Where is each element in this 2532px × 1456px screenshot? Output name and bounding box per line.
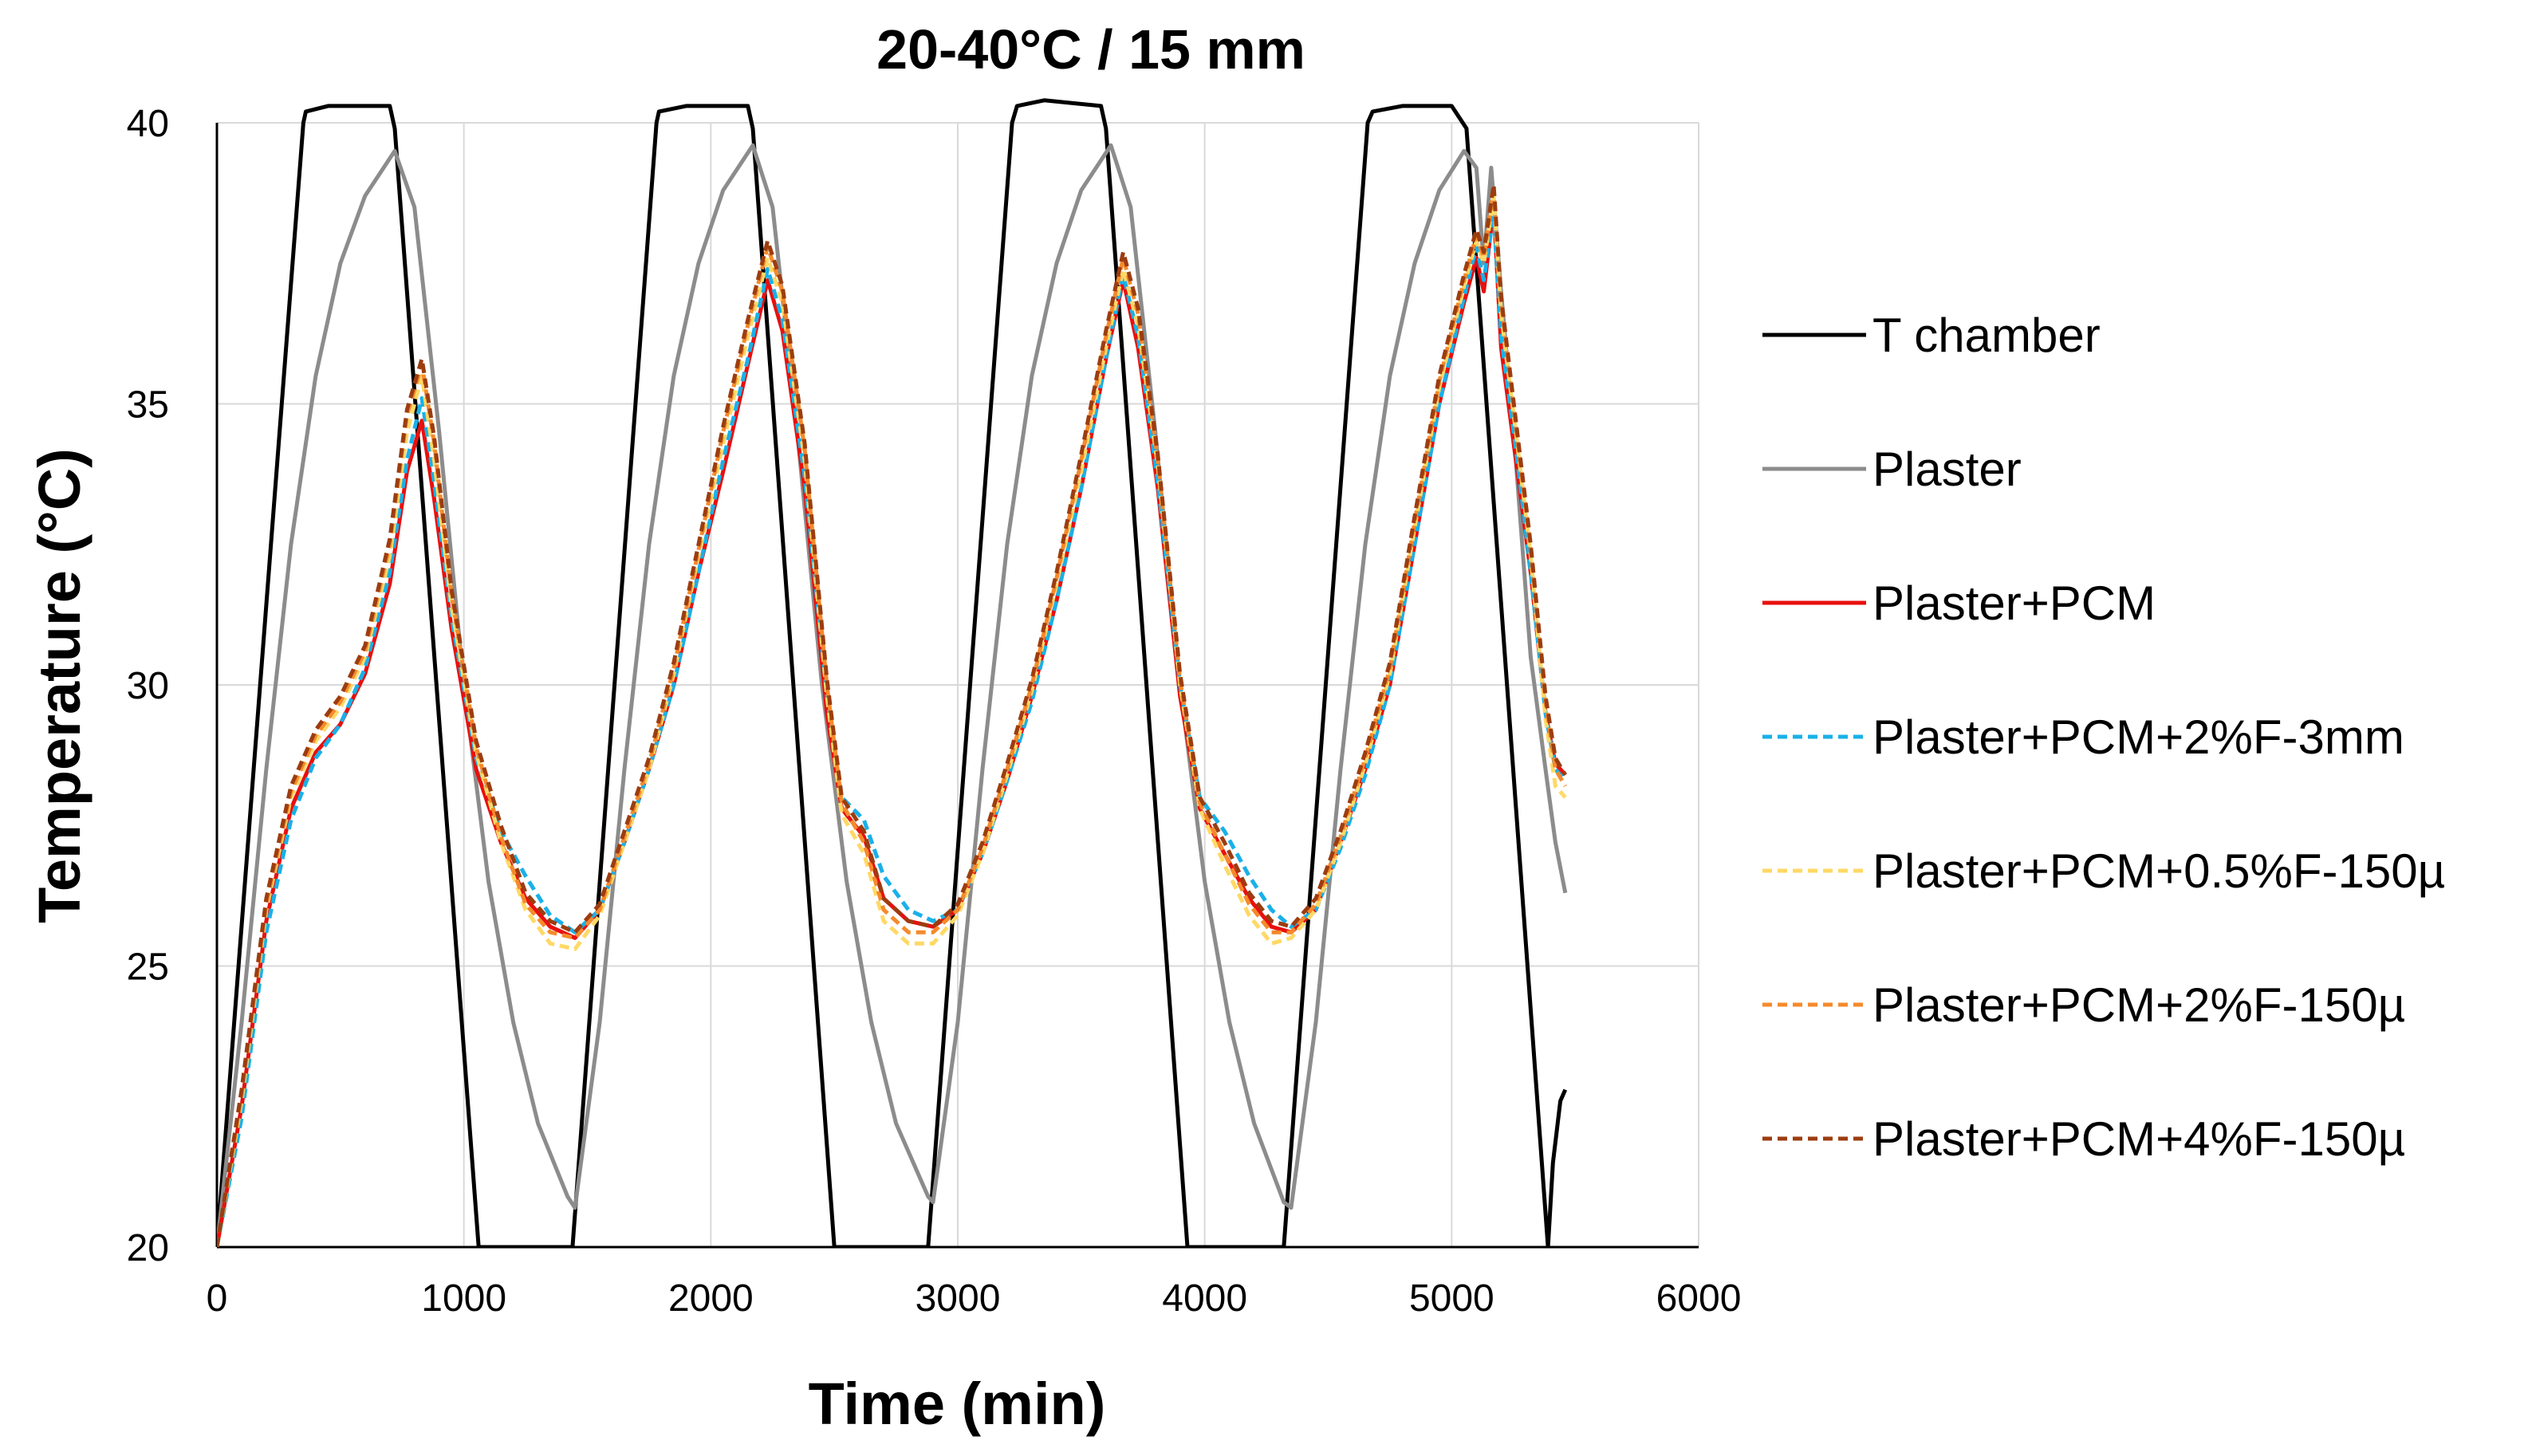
x-tick-label: 1000 — [421, 1277, 506, 1320]
y-tick-label: 40 — [127, 103, 169, 145]
series-line-2 — [217, 143, 1568, 1247]
axes — [215, 123, 1699, 1249]
legend-label: Plaster — [1872, 443, 2022, 496]
series-line-6 — [217, 188, 1567, 1247]
legend-label: Plaster+PCM+2%F-3mm — [1872, 710, 2404, 764]
series-line-7 — [217, 183, 1567, 1247]
x-tick-label: 6000 — [1656, 1277, 1742, 1320]
chart-title: 20-40°C / 15 mm — [876, 18, 1305, 81]
y-tick-label: 20 — [127, 1227, 169, 1269]
y-tick-label: 30 — [127, 665, 169, 707]
x-tick-label: 5000 — [1409, 1277, 1494, 1320]
legend-label: Plaster+PCM+2%F-150µ — [1872, 978, 2405, 1032]
x-tick-label: 4000 — [1162, 1277, 1247, 1320]
x-tick-label: 3000 — [916, 1277, 1001, 1320]
y-tick-label: 35 — [127, 384, 169, 427]
x-axis-title: Time (min) — [809, 1371, 1106, 1437]
legend-label: T chamber — [1872, 309, 2101, 362]
legend: T chamber Plaster Plaster+PCM Plaster+PCM+2… — [1762, 309, 2445, 1166]
series-line-4 — [217, 211, 1567, 1247]
x-tick-label: 0 — [207, 1277, 228, 1320]
series-line-5 — [217, 194, 1567, 1247]
y-tick-label: 25 — [127, 946, 169, 989]
tick-labels: 0 1000 2000 3000 4000 5000 6000 20 25 30 35 40 — [127, 103, 1742, 1320]
x-tick-label: 2000 — [668, 1277, 754, 1320]
legend-label: Plaster+PCM+4%F-150µ — [1872, 1112, 2405, 1166]
series-line-1 — [217, 98, 1568, 1247]
legend-label: Plaster+PCM — [1872, 576, 2156, 630]
y-axis-title: Temperature (°C) — [26, 448, 93, 923]
legend-label: Plaster+PCM+0.5%F-150µ — [1872, 844, 2445, 898]
data-series — [217, 98, 1568, 1247]
